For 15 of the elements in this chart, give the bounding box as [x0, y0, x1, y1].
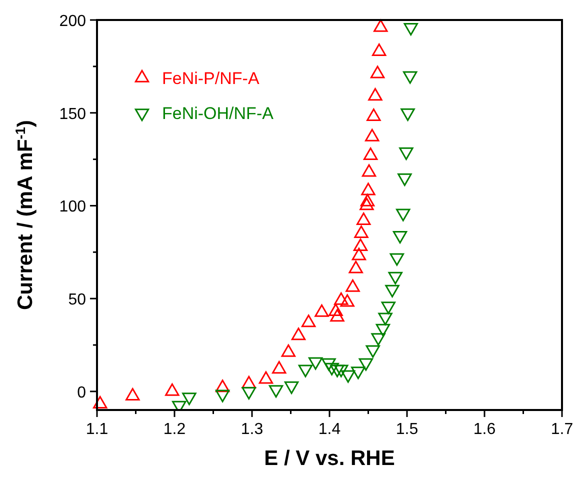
y-tick-label: 0 — [77, 384, 86, 402]
x-tick-label: 1.7 — [550, 421, 574, 438]
x-tick-label: 1.2 — [163, 421, 186, 438]
x-tick-label: 1.6 — [473, 421, 496, 438]
x-axis-title: E / V vs. RHE — [264, 447, 395, 470]
y-tick-label: 100 — [59, 198, 86, 216]
legend-label: FeNi-OH/NF-A — [162, 104, 274, 123]
x-tick-label: 1.3 — [240, 421, 264, 438]
x-tick-label: 1.5 — [396, 421, 418, 438]
y-tick-label: 150 — [59, 106, 86, 123]
x-tick-label: 1.4 — [318, 421, 341, 438]
x-tick-label: 1.1 — [86, 421, 108, 438]
y-tick-label: 50 — [68, 292, 86, 309]
y-tick-label: 200 — [59, 13, 86, 30]
legend-label: FeNi-P/NF-A — [162, 69, 260, 88]
